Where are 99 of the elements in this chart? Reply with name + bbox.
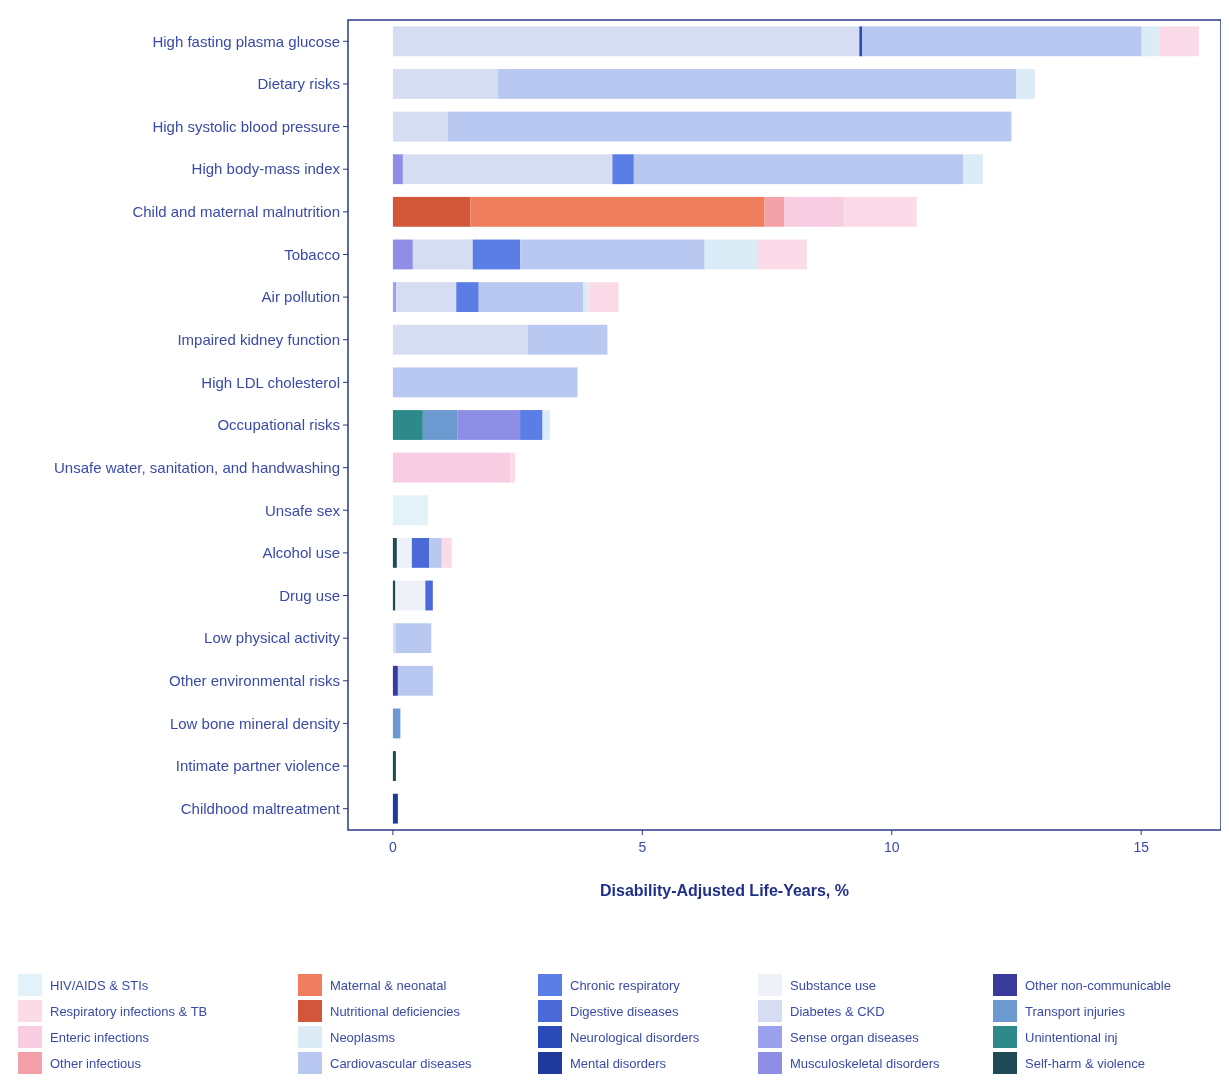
bar: [392, 367, 578, 398]
bar: [395, 623, 432, 654]
legend-label: Musculoskeletal disorders: [790, 1055, 941, 1071]
bar: [478, 282, 584, 313]
x-tick-label: 5: [638, 839, 647, 855]
bar: [429, 537, 442, 568]
bar: [704, 239, 758, 270]
bar: [396, 282, 457, 313]
bar: [583, 282, 589, 313]
bar: [457, 410, 521, 440]
bar: [425, 580, 433, 611]
bar: [764, 196, 785, 227]
bar: [422, 410, 458, 440]
x-axis-title: Disability-Adjusted Life-Years, %: [600, 882, 849, 899]
bar: [412, 239, 473, 270]
bar: [1016, 69, 1035, 99]
bar: [392, 324, 528, 355]
bar: [472, 239, 521, 270]
bar: [859, 26, 863, 57]
bar: [392, 154, 403, 185]
bar: [392, 26, 860, 57]
y-tick-label: Other environmental risks: [169, 672, 340, 690]
legend-label: Self-harm & violence: [1025, 1055, 1145, 1071]
legend-label: Other non-communicable: [1025, 977, 1171, 993]
bar: [542, 410, 551, 440]
y-tick-label: Alcohol use: [262, 544, 340, 562]
legend-label: Substance use: [790, 977, 877, 993]
bar: [392, 111, 448, 142]
bar: [392, 196, 471, 227]
y-tick-label: Occupational risks: [217, 416, 340, 434]
bar: [395, 580, 426, 611]
bar: [392, 410, 423, 440]
bar: [392, 665, 398, 696]
y-tick-label: Drug use: [279, 586, 340, 604]
legend-label: Neoplasms: [330, 1029, 396, 1045]
bar: [527, 324, 608, 355]
legend-label: Neurological disorders: [570, 1029, 700, 1045]
bar: [411, 537, 430, 568]
y-tick-label: High LDL cholesterol: [201, 373, 340, 391]
legend-label: Respiratory infections & TB: [50, 1003, 208, 1019]
legend-label: Mental disorders: [570, 1055, 667, 1071]
y-tick-label: Tobacco: [284, 245, 340, 263]
y-tick-label: Childhood maltreatment: [180, 799, 341, 817]
y-tick-label: Unsafe water, sanitation, and handwashing: [53, 458, 340, 476]
bar: [612, 154, 634, 185]
legend-label: Sense organ diseases: [790, 1029, 920, 1045]
bar: [456, 282, 479, 313]
bar: [1159, 26, 1200, 57]
legend-label: Chronic respiratory: [570, 977, 681, 993]
bar: [588, 282, 619, 313]
legend-label: Maternal & neonatal: [330, 977, 447, 993]
y-tick-label: Air pollution: [261, 288, 340, 306]
bar: [1141, 26, 1160, 57]
y-tick-label: Unsafe sex: [264, 501, 341, 519]
y-tick-label: High body-mass index: [191, 160, 341, 178]
y-tick-label: Impaired kidney function: [177, 330, 340, 348]
bar: [784, 196, 845, 227]
bar: [392, 751, 396, 781]
bar: [392, 452, 511, 483]
legend-label: Other infectious: [50, 1055, 142, 1071]
bar: [757, 239, 807, 270]
bar: [392, 793, 398, 824]
legend-label: Diabetes & CKD: [790, 1003, 885, 1019]
y-tick-label: High fasting plasma glucose: [152, 32, 340, 50]
bar: [844, 196, 917, 227]
legend-label: Digestive diseases: [570, 1003, 679, 1019]
bar: [470, 196, 765, 227]
legend-label: Enteric infections: [50, 1029, 150, 1045]
y-tick-label: Dietary risks: [257, 75, 340, 93]
x-tick-label: 0: [389, 839, 397, 855]
bar: [392, 495, 428, 526]
legend-label: HIV/AIDS & STIs: [50, 977, 149, 993]
bar: [633, 154, 964, 185]
bar: [963, 154, 984, 185]
bar: [862, 26, 1142, 57]
y-tick-label: Child and maternal malnutrition: [132, 203, 340, 221]
bar: [392, 69, 498, 99]
bar: [447, 111, 1012, 142]
bar: [402, 154, 613, 185]
x-tick-label: 15: [1133, 839, 1150, 855]
y-tick-label: Intimate partner violence: [175, 757, 340, 775]
bar: [396, 537, 412, 568]
bar: [497, 69, 1017, 99]
bar: [392, 239, 413, 270]
legend-label: Unintentional inj: [1025, 1029, 1118, 1045]
bar: [510, 452, 516, 483]
bar: [520, 239, 705, 270]
y-tick-label: High systolic blood pressure: [152, 117, 340, 135]
bar: [520, 410, 543, 440]
bar: [441, 537, 452, 568]
y-tick-label: Low bone mineral density: [169, 714, 341, 732]
bar: [392, 537, 397, 568]
y-tick-label: Low physical activity: [204, 629, 341, 647]
bar: [392, 708, 401, 739]
bar: [397, 665, 433, 696]
legend-label: Transport injuries: [1025, 1003, 1126, 1019]
legend-label: Cardiovascular diseases: [330, 1055, 473, 1071]
legend-label: Nutritional deficiencies: [330, 1003, 461, 1019]
x-tick-label: 10: [883, 839, 900, 855]
